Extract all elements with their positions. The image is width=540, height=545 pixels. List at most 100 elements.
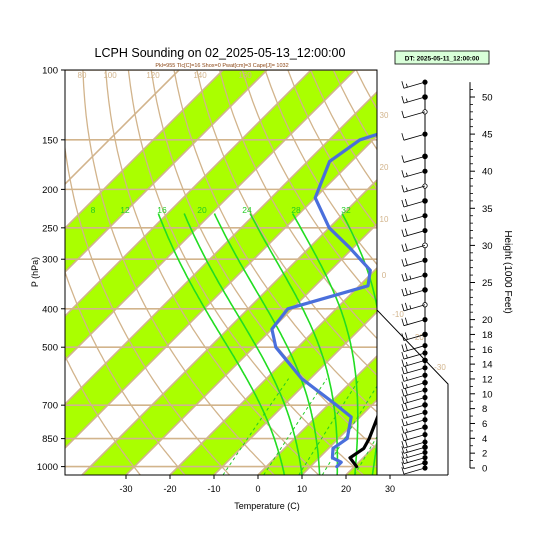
wind-barb	[402, 110, 427, 118]
barb-feather	[405, 440, 407, 447]
chart-subtitle: Pkl=955 Tlc[C]=16 Shox=0 Pwat[cm]=3 Cape…	[155, 63, 288, 69]
wind-barb	[402, 358, 428, 366]
height-tick-label: 2	[482, 449, 487, 460]
barb-feather	[405, 403, 407, 410]
barb-half-feather	[406, 429, 407, 433]
barb-feather	[402, 382, 404, 389]
wind-barb	[402, 317, 427, 325]
wind-barb	[402, 388, 427, 396]
barb-feather	[405, 333, 407, 340]
wind-barb	[402, 273, 427, 281]
barb-half-feather	[406, 84, 407, 88]
wind-barb	[402, 154, 428, 162]
barb-feather	[405, 243, 407, 250]
barb-feather	[402, 411, 404, 418]
barb-feather	[402, 185, 404, 192]
barb-feather	[405, 433, 407, 440]
height-tick-label: 16	[482, 345, 493, 356]
barb-dot	[423, 388, 427, 392]
barb-feather	[402, 111, 404, 118]
barb-feather	[405, 318, 407, 325]
moist-adiabat	[408, 214, 448, 476]
x-axis-label: Temperature (C)	[234, 501, 300, 511]
barb-feather	[402, 352, 404, 359]
wind-barb	[402, 466, 427, 474]
barb-shaft	[404, 463, 425, 469]
height-tick-label: 40	[482, 167, 493, 178]
x-tick-label: 30	[385, 484, 395, 494]
adiabat-label: 80	[78, 71, 87, 80]
barb-feather	[405, 396, 407, 403]
x-tick-label: -30	[119, 484, 132, 494]
moist-adiabat	[390, 214, 412, 476]
mixing-ratio-label: 8	[91, 205, 96, 215]
dry-adiabat	[402, 70, 540, 475]
wind-barb	[402, 380, 428, 388]
adiabat-label: 120	[146, 71, 160, 80]
barb-feather	[402, 434, 404, 441]
plot-background	[0, 70, 540, 475]
adiabat-label: 0	[382, 271, 387, 280]
barb-feather	[402, 367, 404, 374]
barb-half-feather	[406, 377, 407, 381]
right-axis-label: Height (1000 Feet)	[502, 230, 513, 313]
adiabat-label: -30	[434, 363, 446, 372]
barb-feather	[402, 419, 404, 426]
barb-feather	[402, 274, 404, 281]
barb-half-feather	[410, 276, 411, 280]
x-tick-label: -20	[163, 484, 176, 494]
p-tick-label: 200	[42, 185, 58, 196]
wind-barb	[402, 288, 428, 296]
barb-shaft	[404, 468, 425, 474]
adiabat-label: 10	[380, 215, 389, 224]
height-tick-label: 12	[482, 374, 493, 385]
wind-barb	[402, 258, 427, 266]
dry-adiabat	[493, 70, 540, 475]
barb-feather	[402, 397, 404, 404]
barb-feather	[402, 259, 404, 266]
adiabat-label: 100	[103, 71, 117, 80]
adiabat-label: -10	[392, 310, 404, 319]
barb-feather	[405, 366, 407, 373]
height-tick-label: 14	[482, 360, 493, 371]
barb-half-feather	[406, 454, 407, 458]
barb-feather	[402, 404, 404, 411]
barb-dot	[423, 410, 427, 414]
wind-barb	[402, 132, 427, 140]
barb-half-feather	[406, 99, 407, 103]
p-tick-label: 250	[42, 223, 58, 234]
mixing-ratio-label: 12	[120, 205, 130, 215]
barb-half-feather	[406, 449, 407, 453]
barb-feather	[402, 133, 404, 140]
barb-dot	[423, 317, 427, 321]
wind-barb	[402, 303, 427, 311]
wind-barb	[402, 95, 428, 103]
wind-barb	[402, 80, 427, 88]
height-tick-label: 30	[482, 241, 493, 252]
barb-feather	[402, 374, 404, 381]
height-tick-label: 35	[482, 204, 493, 215]
height-tick-label: 0	[482, 464, 487, 475]
barb-feather	[405, 273, 407, 280]
barb-feather	[405, 388, 407, 395]
height-tick-label: 4	[482, 434, 487, 445]
barb-feather	[402, 389, 404, 396]
wind-barb	[402, 432, 427, 440]
height-tick-label: 6	[482, 419, 487, 430]
barb-feather	[405, 303, 407, 310]
barb-half-feather	[406, 173, 407, 177]
adiabat-label: 20	[380, 163, 389, 172]
wind-barb	[402, 228, 427, 236]
barb-feather	[405, 199, 407, 206]
height-tick-label: 20	[482, 315, 493, 326]
barb-half-feather	[410, 290, 411, 294]
wind-barb	[402, 184, 427, 192]
barb-feather	[405, 214, 407, 221]
dry-adiabat	[379, 70, 540, 475]
x-tick-label: 20	[341, 484, 351, 494]
dry-adiabat	[516, 70, 540, 475]
wind-barb	[402, 373, 427, 381]
chart-title: LCPH Sounding on 02_2025-05-13_12:00:00	[95, 46, 346, 60]
barb-feather	[402, 359, 404, 366]
adiabat-label: 140	[193, 71, 207, 80]
